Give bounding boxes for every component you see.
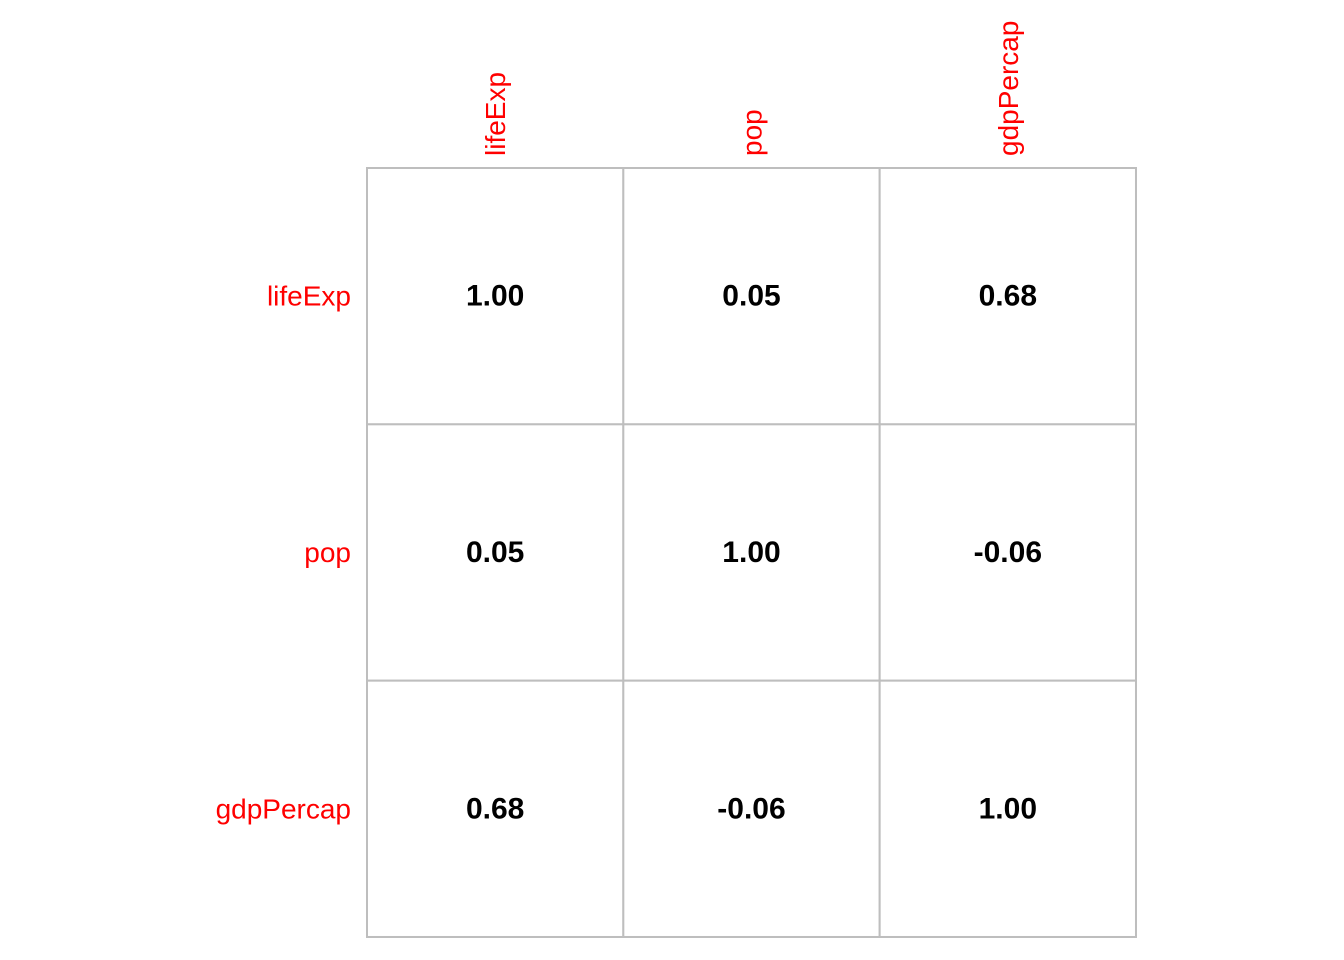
cell-value-lifeExp-gdpPercap: 0.68 [979,280,1037,313]
cell-value-pop-lifeExp: 0.05 [466,536,524,569]
matrix-cell-gdpPercap-gdpPercap [878,679,1137,938]
row-labels: lifeExp pop gdpPercap [216,281,351,825]
row-label-gdpPercap: gdpPercap [216,793,351,824]
cell-value-pop-gdpPercap: -0.06 [974,536,1042,569]
cell-value-pop-pop: 1.00 [722,536,780,569]
cell-value-gdpPercap-gdpPercap: 1.00 [979,792,1037,825]
matrix-cell-lifeExp-pop [622,167,881,426]
matrix-cell-lifeExp-lifeExp [366,167,625,426]
matrix-grid [366,167,1137,938]
cell-value-lifeExp-lifeExp: 1.00 [466,280,524,313]
column-label-lifeExp: lifeExp [480,72,511,156]
matrix-cell-lifeExp-gdpPercap [878,167,1137,426]
matrix-cell-pop-gdpPercap [878,423,1137,682]
row-label-lifeExp: lifeExp [267,281,351,312]
cell-value-lifeExp-pop: 0.05 [722,280,780,313]
cell-value-gdpPercap-lifeExp: 0.68 [466,792,524,825]
matrix-cell-pop-lifeExp [366,423,625,682]
matrix-cell-gdpPercap-lifeExp [366,679,625,938]
matrix-cell-pop-pop [622,423,881,682]
matrix-cell-gdpPercap-pop [622,679,881,938]
column-label-pop: pop [736,109,767,156]
matrix-values: 1.00 0.05 0.68 0.05 1.00 -0.06 0.68 -0.06 1.00 [466,280,1042,826]
column-labels: lifeExp pop gdpPercap [480,21,1024,156]
cell-value-gdpPercap-pop: -0.06 [717,792,785,825]
row-label-pop: pop [304,537,351,568]
column-label-gdpPercap: gdpPercap [993,21,1024,156]
